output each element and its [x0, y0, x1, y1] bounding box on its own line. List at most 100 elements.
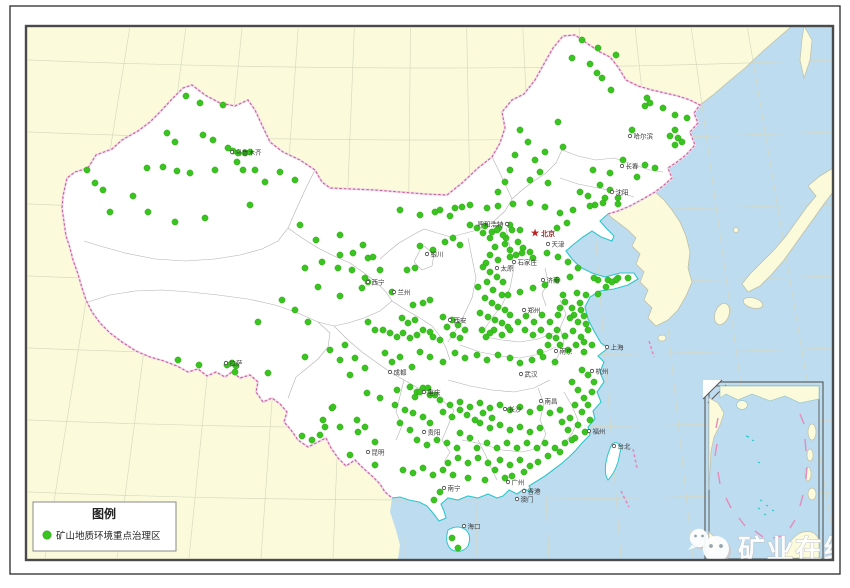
city-marker — [540, 277, 546, 283]
city-marker — [521, 488, 527, 494]
legend-item-label: 矿山地质环境重点治理区 — [56, 530, 161, 542]
treatment-area-dot — [449, 331, 457, 339]
city-label: 济南 — [547, 276, 561, 285]
treatment-area-dot — [336, 423, 344, 431]
treatment-area-dot — [568, 304, 576, 312]
treatment-area-dot — [498, 319, 506, 327]
treatment-area-dot — [488, 414, 496, 422]
treatment-area-dot — [573, 289, 581, 297]
treatment-area-dot — [449, 471, 457, 479]
treatment-area-dot — [326, 346, 334, 354]
treatment-area-dot — [529, 254, 537, 262]
city-marker — [223, 360, 229, 366]
treatment-area-dot — [446, 212, 454, 220]
treatment-area-dot — [159, 163, 167, 171]
treatment-area-dot — [369, 253, 377, 261]
treatment-area-dot — [404, 319, 412, 327]
treatment-area-dot — [506, 354, 514, 362]
treatment-area-dot — [526, 408, 534, 416]
treatment-area-dot — [416, 211, 424, 219]
treatment-area-dot — [501, 240, 509, 248]
treatment-area-dot — [396, 419, 404, 427]
inset-philippines — [806, 448, 814, 462]
treatment-area-dot — [419, 464, 427, 472]
city-marker — [619, 163, 625, 169]
treatment-area-dot — [574, 318, 582, 326]
treatment-area-dot — [388, 358, 396, 366]
treatment-area-dot — [564, 258, 572, 266]
wechat-bubble-eye — [709, 544, 713, 548]
city-label: 兰州 — [398, 288, 411, 297]
treatment-area-dot — [678, 138, 686, 146]
treatment-area-dot — [593, 69, 601, 77]
japan-landmass — [741, 167, 833, 293]
city-label: 上海 — [611, 343, 625, 352]
treatment-area-dot — [430, 496, 438, 504]
treatment-area-dot — [234, 149, 242, 157]
treatment-area-dot — [396, 206, 404, 214]
treatment-area-dot — [580, 394, 588, 402]
treatment-area-dot — [499, 231, 507, 239]
city-marker — [609, 189, 615, 195]
treatment-area-dot — [463, 411, 471, 419]
treatment-area-dot — [493, 226, 501, 234]
city-label: 呼和浩特 — [478, 220, 505, 229]
treatment-area-dot — [144, 208, 152, 216]
treatment-area-dot — [91, 179, 99, 187]
treatment-area-dot — [589, 166, 597, 174]
map-frame — [24, 24, 835, 562]
treatment-area-dot — [439, 313, 447, 321]
treatment-area-dot — [336, 251, 344, 259]
legend-title: 图例 — [92, 506, 116, 521]
treatment-area-dot — [409, 469, 417, 477]
treatment-area-dot — [493, 273, 501, 281]
treatment-area-dot — [633, 173, 641, 181]
treatment-area-dot — [254, 318, 262, 326]
treatment-area-dot — [556, 209, 564, 217]
treatment-area-dot — [486, 268, 494, 276]
treatment-area-dot — [478, 326, 486, 334]
treatment-area-dot — [381, 349, 389, 357]
treatment-area-dot — [464, 474, 472, 482]
treatment-area-dot — [574, 421, 582, 429]
treatment-area-dot — [586, 60, 594, 68]
treatment-area-dot — [479, 263, 487, 271]
treatment-area-dot — [246, 148, 254, 156]
city-label: 福州 — [593, 427, 606, 436]
treatment-area-dot — [496, 421, 504, 429]
small-island — [733, 227, 739, 233]
treatment-area-dot — [461, 354, 469, 362]
treatment-area-dot — [443, 323, 451, 331]
city-label: 台北 — [618, 442, 632, 451]
treatment-area-dot — [251, 166, 259, 174]
inset-borneo — [781, 531, 820, 559]
treatment-area-dot — [561, 298, 569, 306]
treatment-area-dot — [539, 353, 547, 361]
treatment-area-dot — [506, 246, 514, 254]
treatment-area-dot — [474, 283, 482, 291]
wechat-bubble-tail — [688, 545, 696, 550]
treatment-area-dot — [501, 306, 509, 314]
treatment-area-dot — [509, 200, 517, 208]
treatment-area-dot — [486, 424, 494, 432]
treatment-area-dot — [346, 371, 354, 379]
inset-island-marks — [745, 435, 775, 516]
treatment-area-dot — [336, 356, 344, 364]
treatment-area-dot — [483, 356, 491, 364]
treatment-area-dot — [506, 311, 514, 319]
treatment-area-dot — [399, 466, 407, 474]
treatment-area-dot — [246, 201, 254, 209]
treatment-area-dot — [553, 326, 561, 334]
treatment-area-dot — [426, 296, 434, 304]
treatment-area-dot — [486, 404, 494, 412]
treatment-area-dot — [329, 403, 337, 411]
treatment-area-dot — [196, 99, 204, 107]
treatment-area-dot — [516, 403, 524, 411]
treatment-area-dot — [336, 292, 344, 300]
treatment-area-dot — [411, 316, 419, 324]
treatment-area-dot — [598, 74, 606, 82]
treatment-area-dot — [646, 99, 654, 107]
city-marker — [505, 479, 511, 485]
treatment-area-dot — [568, 436, 576, 444]
